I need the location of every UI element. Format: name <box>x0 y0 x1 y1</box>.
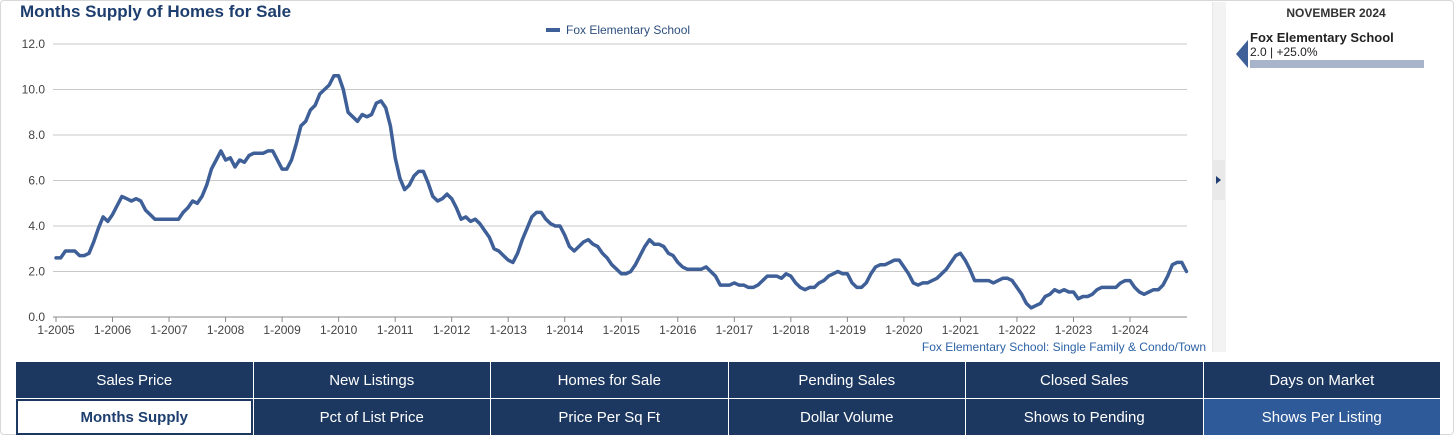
y-tick-label: 8.0 <box>28 128 45 142</box>
x-tick-label: 1-2020 <box>885 323 923 337</box>
x-tick-label: 1-2007 <box>150 323 188 337</box>
panel-month: NOVEMBER 2024 <box>1286 6 1386 20</box>
x-tick-label: 1-2010 <box>320 323 358 337</box>
x-tick-label: 1-2018 <box>772 323 810 337</box>
panel-series-name: Fox Elementary School <box>1250 30 1394 45</box>
x-tick-label: 1-2017 <box>716 323 754 337</box>
line-chart: 0.0 2.0 4.0 6.0 8.0 10.0 12.0 1-2005 1-2006 1-200… <box>22 23 1206 354</box>
x-tick-label: 1-2013 <box>490 323 528 337</box>
x-tick-label: 1-2008 <box>207 323 245 337</box>
detail-panel: NOVEMBER 2024 Fox Elementary School 2.0 … <box>1236 0 1436 100</box>
tab-sales-price[interactable]: Sales Price <box>16 362 253 398</box>
y-tick-label: 10.0 <box>22 83 46 97</box>
legend-label: Fox Elementary School <box>566 23 690 37</box>
panel-value-bar <box>1250 60 1424 68</box>
panel-series-value: 2.0 | +25.0% <box>1250 45 1318 59</box>
tab-days-on-market[interactable]: Days on Market <box>1203 362 1440 398</box>
x-tick-label: 1-2021 <box>942 323 980 337</box>
x-tick-label: 1-2024 <box>1111 323 1149 337</box>
x-tick-label: 1-2023 <box>1055 323 1093 337</box>
tab-price-per-sq-ft[interactable]: Price Per Sq Ft <box>491 399 728 435</box>
y-tick-label: 2.0 <box>28 265 45 279</box>
x-tick-label: 1-2014 <box>546 323 584 337</box>
tab-pending-sales[interactable]: Pending Sales <box>728 362 965 398</box>
y-tick-label: 6.0 <box>28 174 45 188</box>
source-note: Fox Elementary School: Single Family & C… <box>922 340 1206 354</box>
y-tick-label: 0.0 <box>28 310 45 324</box>
x-tick-label: 1-2016 <box>659 323 697 337</box>
tab-homes-for-sale[interactable]: Homes for Sale <box>491 362 728 398</box>
tab-dollar-volume[interactable]: Dollar Volume <box>728 399 965 435</box>
series-line <box>54 74 1189 310</box>
x-tick-label: 1-2011 <box>377 323 414 337</box>
x-tick-label: 1-2006 <box>94 323 132 337</box>
tab-shows-per-listing[interactable]: Shows Per Listing <box>1203 399 1440 435</box>
x-tick-label: 1-2022 <box>998 323 1036 337</box>
series-marker-icon <box>1236 40 1248 68</box>
y-tick-label: 4.0 <box>28 219 45 233</box>
x-tick-label: 1-2012 <box>433 323 471 337</box>
x-tick-label: 1-2019 <box>829 323 867 337</box>
x-tick-label: 1-2015 <box>603 323 641 337</box>
y-tick-label: 12.0 <box>22 37 46 51</box>
metric-tabs: Sales Price New Listings Homes for Sale … <box>16 362 1440 436</box>
panel-toggle-arrow-icon[interactable] <box>1212 160 1225 200</box>
tab-closed-sales[interactable]: Closed Sales <box>966 362 1203 398</box>
tab-shows-to-pending[interactable]: Shows to Pending <box>966 399 1203 435</box>
chart-title: Months Supply of Homes for Sale <box>20 2 292 21</box>
tab-months-supply[interactable]: Months Supply <box>16 399 253 435</box>
tab-pct-of-list-price[interactable]: Pct of List Price <box>253 399 490 435</box>
tab-new-listings[interactable]: New Listings <box>253 362 490 398</box>
x-tick-label: 1-2009 <box>263 323 301 337</box>
x-tick-label: 1-2005 <box>37 323 75 337</box>
